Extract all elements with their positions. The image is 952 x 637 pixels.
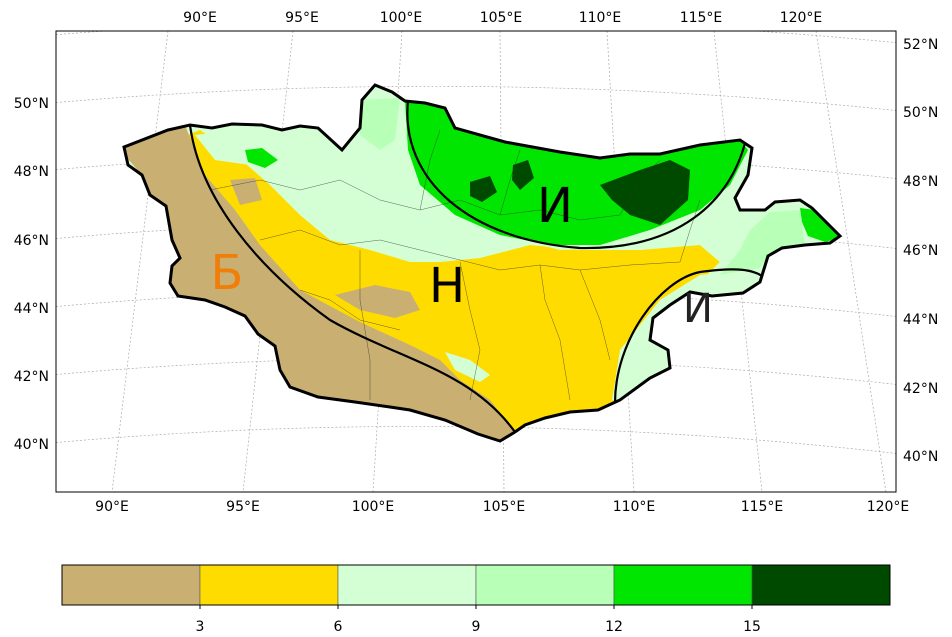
top-lon-label: 95°E (285, 10, 319, 26)
bottom-lon-label: 120°E (867, 499, 910, 515)
meridian-95 (242, 31, 294, 492)
top-lon-label: 90°E (183, 10, 217, 26)
top-lon-label: 100°E (380, 10, 423, 26)
top-lon-labels: 90°E 95°E 100°E 105°E 110°E 115°E 120°E (183, 10, 822, 26)
meridian-115 (713, 31, 763, 492)
colorbar-tick-label: 12 (605, 619, 623, 635)
top-lon-label: 115°E (680, 10, 723, 26)
colorbar-tick-label: 6 (334, 619, 343, 635)
right-lat-label: 50°N (903, 105, 938, 121)
bottom-lon-label: 95°E (226, 499, 260, 515)
meridian-90 (111, 31, 169, 492)
colorbar-tick-label: 3 (196, 619, 205, 635)
right-lat-label: 52°N (903, 37, 938, 53)
colorbar-segment (61, 564, 201, 606)
left-lat-label: 46°N (14, 233, 49, 249)
bottom-lon-label: 110°E (613, 499, 656, 515)
right-lat-label: 46°N (903, 243, 938, 259)
meridian-110 (606, 31, 635, 492)
colorbar-tick-label: 9 (472, 619, 481, 635)
right-lat-label: 40°N (903, 449, 938, 465)
top-lon-label: 105°E (480, 10, 523, 26)
bottom-lon-label: 90°E (95, 499, 129, 515)
colorbar-segment (475, 564, 615, 606)
boundary-west (188, 124, 516, 433)
left-lat-label: 44°N (14, 301, 49, 317)
zone-label-i-east: И (683, 286, 713, 332)
bottom-lon-label: 105°E (483, 499, 526, 515)
left-lat-label: 40°N (14, 437, 49, 453)
top-lon-label: 120°E (780, 10, 823, 26)
right-lat-labels: 52°N 50°N 48°N 46°N 44°N 42°N 40°N (903, 37, 938, 465)
left-lat-labels: 50°N 48°N 46°N 44°N 42°N 40°N (14, 96, 49, 453)
bottom-lon-label: 115°E (741, 499, 784, 515)
right-lat-label: 48°N (903, 174, 938, 190)
right-lat-label: 44°N (903, 312, 938, 328)
zone-boundaries (188, 100, 763, 433)
zone-label-b: Б (211, 245, 244, 301)
bottom-lon-label: 100°E (352, 499, 395, 515)
colorbar-segment (751, 564, 891, 606)
right-lat-label: 42°N (903, 381, 938, 397)
left-lat-label: 50°N (14, 96, 49, 112)
bottom-lon-labels: 90°E 95°E 100°E 105°E 110°E 115°E 120°E (95, 499, 909, 515)
zone-label-n: Н (429, 258, 465, 314)
map-frame (55, 30, 897, 493)
colorbar-segment (337, 564, 477, 606)
colorbar: 3 6 9 12 15 (61, 564, 891, 635)
top-lon-label: 110°E (579, 10, 622, 26)
mongolia-classes (124, 85, 840, 441)
boundary-north (406, 100, 747, 250)
meridian-120 (815, 31, 887, 492)
left-lat-label: 48°N (14, 164, 49, 180)
parallel-50 (56, 85, 896, 111)
class-15-plus-area (600, 160, 690, 225)
colorbar-segment (613, 564, 753, 606)
zone-label-i-north: И (537, 178, 573, 234)
colorbar-segment (199, 564, 339, 606)
colorbar-tick-label: 15 (743, 619, 761, 635)
left-lat-label: 42°N (14, 369, 49, 385)
boundary-east (613, 268, 763, 404)
